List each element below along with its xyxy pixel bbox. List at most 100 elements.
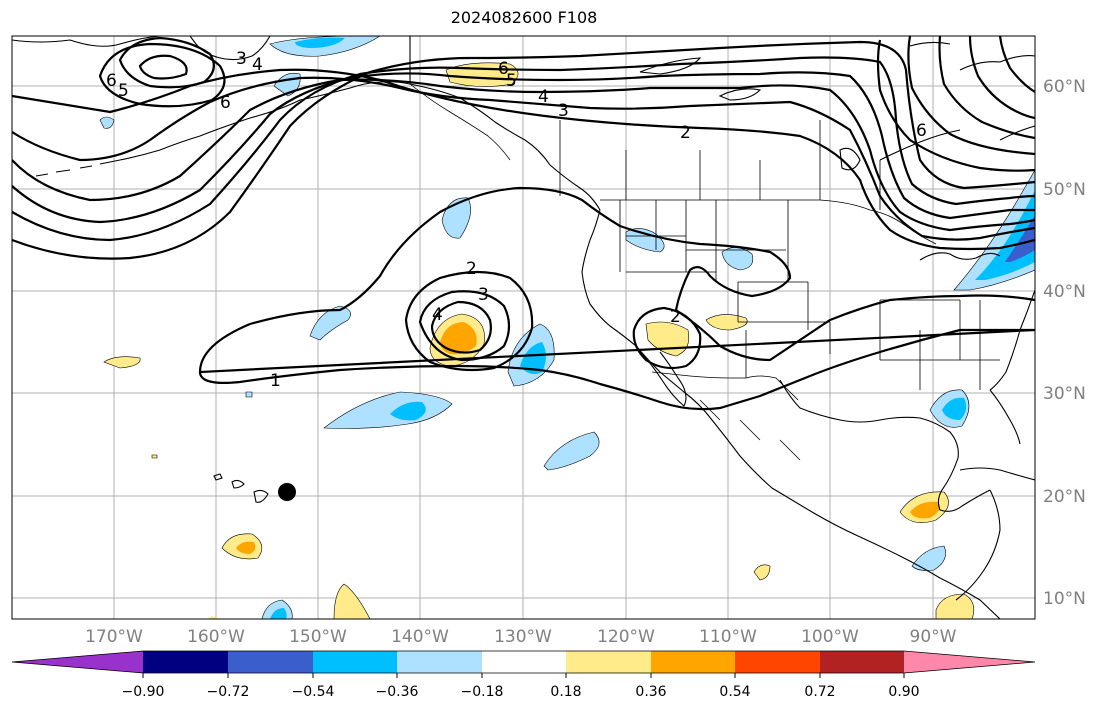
state-lines-west: [619, 200, 786, 282]
colorbar-label-n054: −0.54: [292, 684, 335, 700]
canada-arctic-4: [959, 55, 1035, 71]
state-lines-central: [737, 200, 830, 378]
contour-label-west-6: 6: [106, 71, 117, 91]
contour-east-1: [876, 39, 1035, 172]
east-coast: [989, 289, 1035, 391]
contour-label-low-4: 4: [432, 305, 443, 325]
lat-label-10: 10°N: [1043, 589, 1086, 609]
lat-label-40: 40°N: [1043, 282, 1086, 302]
florida-coast: [989, 389, 1021, 445]
shade-pacific-neg-5: [543, 431, 600, 471]
hawaii-island-3: [213, 473, 223, 481]
shade-west-pos-1: [103, 356, 141, 369]
colorbar-bin-neutral: [482, 651, 566, 673]
shade-pacific-neg-4: [323, 391, 453, 429]
contour-east-4: [968, 36, 1035, 120]
lat-label-50: 50°N: [1043, 180, 1086, 200]
contour-label-north-2: 2: [680, 123, 691, 143]
colorbar-label-n036: −0.36: [376, 684, 419, 700]
contour-label-low-2: 2: [466, 259, 477, 279]
lon-label-170w: 170°W: [85, 627, 143, 647]
contour-label-north-5: 5: [506, 71, 517, 91]
shaded-anomalies: [99, 36, 1035, 619]
colorbar-label-p018: 0.18: [550, 684, 581, 700]
latitude-axis: 60°N 50°N 40°N 30°N 20°N 10°N: [1043, 77, 1086, 609]
map-title: 2024082600 F108: [450, 8, 598, 27]
contour-east-2: [907, 36, 1035, 156]
shade-south-neg-core: [270, 608, 287, 619]
location-marker-dot: [278, 483, 296, 501]
canada-arctic-6: [909, 41, 951, 47]
lat-label-60: 60°N: [1043, 77, 1086, 97]
contour-west-low-1: [118, 36, 215, 89]
canada-provinces: [559, 120, 881, 210]
canada-arctic-3: [839, 147, 861, 171]
colorbar-bin-p018: [566, 651, 651, 673]
shade-tiny-neg: [245, 391, 253, 398]
colorbar-bin-n090: [143, 651, 228, 673]
aleutian-chain: [35, 159, 121, 177]
contour-4-north: [12, 78, 1035, 232]
colorbar-label-p090: 0.90: [888, 684, 919, 700]
colorbar-ticks: [142, 673, 905, 678]
contour-6-north: [12, 56, 1035, 242]
lat-label-20: 20°N: [1043, 487, 1086, 507]
lon-label-160w: 160°W: [187, 627, 245, 647]
shade-alaska-gulf-neg-core: [295, 37, 345, 48]
canada-arctic-5: [999, 125, 1035, 141]
contour-label-north-3: 3: [236, 49, 247, 69]
lon-label-130w: 130°W: [494, 627, 552, 647]
colorbar-extend-left: [12, 651, 143, 673]
shade-oregon-neg: [625, 228, 665, 253]
shade-pacific-neg-2: [309, 305, 351, 341]
canada-arctic-2: [718, 88, 762, 101]
shade-small-pos-1: [753, 564, 771, 581]
shade-great-lakes-deep: [1005, 215, 1035, 262]
colorbar-label-p036: 0.36: [635, 684, 666, 700]
shade-tiny-pos: [151, 454, 158, 459]
central-america: [955, 489, 1001, 601]
shade-nm-pos: [705, 314, 748, 331]
contour-label-north-4: 4: [252, 55, 263, 75]
shade-south-pos-2: [333, 583, 371, 619]
contour-label-west-5: 5: [118, 81, 129, 101]
colorbar-bin-n072: [228, 651, 313, 673]
contour-label-north-4b: 4: [538, 87, 549, 107]
map-frame: [11, 35, 1036, 620]
colorbar-label-p054: 0.54: [719, 684, 750, 700]
us-mexico-border: [651, 371, 799, 401]
colorbar-bin-p072: [820, 651, 904, 673]
great-lakes: [919, 252, 1001, 261]
contour-label-ring-1: 1: [270, 371, 281, 391]
shade-pacific-neg-3-core: [520, 342, 546, 374]
contour-west-low-3: [138, 54, 188, 80]
contour-2-sw: [632, 306, 702, 370]
lon-label-100w: 100°W: [801, 627, 859, 647]
colorbar-extend-right: [904, 651, 1035, 673]
lon-label-90w: 90°W: [910, 627, 957, 647]
contour-3-north: [12, 76, 1035, 241]
baja-coast: [635, 345, 687, 407]
colorbar-label-n072: −0.72: [207, 684, 250, 700]
cuba: [959, 467, 1035, 481]
shade-yucatan-core: [910, 501, 940, 519]
contour-label-north-6a: 6: [220, 93, 231, 113]
alaska-peninsula: [119, 81, 411, 161]
lon-label-140w: 140°W: [391, 627, 449, 647]
contour-north-outer: [12, 40, 1035, 260]
colorbar-bin-p054: [735, 651, 820, 673]
contours: [12, 36, 1035, 411]
contour-label-north-6b: 6: [498, 59, 509, 79]
shade-small-neg-1: [99, 116, 115, 129]
gulf-coast: [779, 379, 991, 512]
colorbar-bin-p036: [651, 651, 735, 673]
shade-south-pos-3: [208, 616, 220, 619]
contour-west-low-2: [98, 42, 226, 108]
contour-5-north: [12, 71, 1035, 224]
shade-pacific-neg-4-core: [390, 401, 426, 421]
lon-label-110w: 110°W: [699, 627, 757, 647]
lon-label-150w: 150°W: [289, 627, 347, 647]
contour-4-low: [430, 300, 492, 354]
hawaii-island-1: [253, 489, 269, 503]
colorbar: −0.90 −0.72 −0.54 −0.36 −0.18 0.18 0.36 …: [11, 650, 1036, 700]
